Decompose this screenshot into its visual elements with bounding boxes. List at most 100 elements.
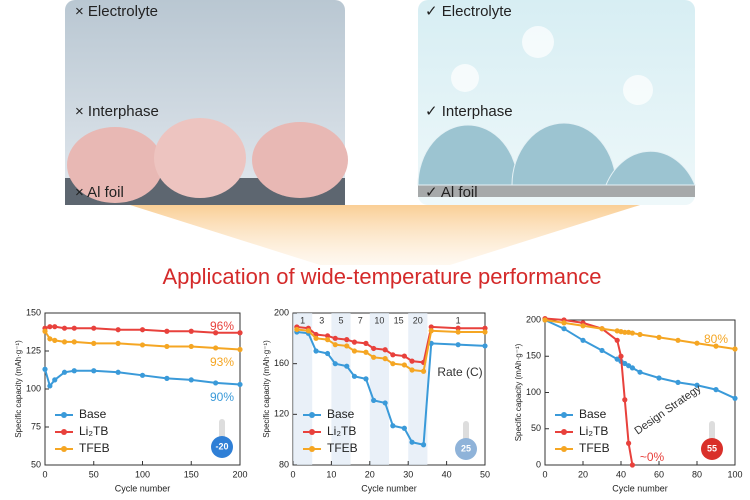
data-point	[580, 337, 586, 343]
rate-band	[369, 313, 389, 465]
illustration-label: ✓ Al foil	[425, 184, 478, 201]
data-point	[428, 328, 434, 334]
data-point	[213, 380, 219, 386]
x-tick-label: 50	[480, 469, 490, 479]
y-tick-label: 200	[526, 314, 541, 324]
data-point	[188, 377, 194, 383]
data-point	[313, 335, 319, 341]
x-tick-label: 100	[727, 469, 742, 479]
data-point	[47, 324, 53, 330]
data-point	[622, 360, 628, 367]
data-point	[344, 363, 350, 369]
data-point	[188, 328, 194, 334]
legend-label: Li₂TB	[579, 424, 608, 438]
data-point	[599, 326, 605, 332]
data-point	[52, 324, 58, 330]
legend-marker	[309, 429, 315, 435]
illustration-label: × Al foil	[75, 184, 124, 201]
y-tick-label: 50	[531, 423, 541, 433]
data-point	[382, 347, 388, 353]
illustration-label: ✓ Interphase	[425, 103, 513, 120]
data-point	[599, 347, 605, 354]
data-point	[482, 325, 488, 331]
molecule	[623, 75, 653, 105]
y-tick-label: 100	[26, 383, 41, 393]
data-point	[332, 342, 338, 348]
data-point	[428, 324, 434, 330]
rate-band	[331, 313, 351, 465]
data-point	[626, 440, 632, 446]
illustration-label: × Electrolyte	[75, 3, 158, 20]
data-point	[675, 337, 681, 343]
data-point	[164, 343, 170, 350]
rate-label: 5	[338, 315, 343, 325]
data-point	[139, 327, 146, 333]
data-point	[52, 337, 58, 343]
x-tick-label: 50	[89, 469, 99, 479]
legend-marker	[61, 412, 67, 418]
data-point	[656, 375, 662, 381]
legend-label: Li₂TB	[79, 424, 108, 438]
data-point	[71, 368, 77, 374]
data-point	[91, 340, 97, 346]
data-point	[71, 339, 77, 345]
data-point	[401, 353, 407, 359]
data-point	[139, 372, 146, 378]
y-tick-label: 160	[274, 358, 289, 368]
legend-label: Li₂TB	[327, 424, 356, 438]
thermometer	[463, 421, 469, 443]
badge-label: -20	[215, 441, 228, 451]
x-tick-label: 40	[442, 469, 452, 479]
data-point	[47, 336, 53, 342]
data-point	[420, 442, 427, 448]
rate-label: 1	[456, 315, 461, 325]
annotation: 96%	[210, 319, 234, 333]
data-point	[409, 358, 415, 364]
data-point	[401, 362, 407, 368]
x-tick-label: 20	[365, 469, 375, 479]
x-tick-label: 200	[232, 469, 247, 479]
data-point	[61, 339, 68, 345]
data-point	[382, 400, 388, 406]
badge	[701, 438, 723, 460]
data-point	[390, 352, 396, 358]
data-point	[637, 369, 643, 375]
data-point	[694, 340, 700, 346]
badge	[211, 436, 233, 458]
data-point	[213, 345, 219, 351]
y-tick-label: 75	[31, 421, 41, 431]
right-illustration	[417, 0, 696, 205]
data-point	[409, 367, 415, 373]
data-point	[91, 325, 97, 331]
data-point	[351, 348, 358, 354]
data-point	[305, 328, 311, 334]
data-point	[324, 350, 331, 357]
data-point	[629, 365, 636, 371]
rate-label: 7	[358, 315, 363, 325]
rate-band	[293, 313, 313, 465]
data-point	[401, 425, 407, 431]
data-point	[164, 375, 170, 381]
data-point	[561, 326, 567, 332]
rate-label: 3	[319, 315, 324, 325]
plot-area	[44, 312, 241, 466]
y-tick-label: 120	[274, 409, 289, 419]
data-point	[455, 329, 461, 335]
data-point	[42, 328, 48, 334]
y-tick-label: 50	[31, 459, 41, 469]
rate-label: 10	[374, 315, 384, 325]
thermometer	[219, 419, 225, 441]
data-point	[344, 337, 350, 343]
data-point	[52, 377, 58, 383]
rate-label: 15	[394, 315, 404, 325]
data-point	[629, 330, 636, 336]
legend-marker	[561, 429, 567, 435]
x-axis-label: Cycle number	[361, 483, 417, 493]
annotation: 90%	[210, 390, 234, 404]
x-tick-label: 20	[578, 469, 588, 479]
data-point	[455, 342, 461, 348]
molecule	[451, 64, 479, 92]
data-point	[420, 368, 427, 374]
x-tick-label: 0	[290, 469, 295, 479]
